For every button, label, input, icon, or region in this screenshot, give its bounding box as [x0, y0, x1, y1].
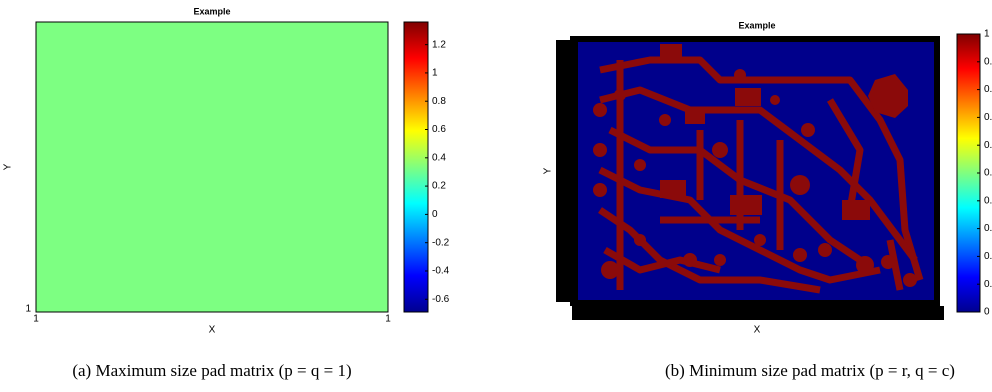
- colorbar: [957, 34, 980, 312]
- caption: (b) Minimum size pad matrix (p = r, q = …: [665, 361, 955, 380]
- colorbar-tick-label: 0: [984, 307, 990, 318]
- x-axis-label: X: [209, 325, 216, 336]
- chart-title: Example: [193, 6, 230, 16]
- colorbar-tick-label: 0: [432, 209, 438, 220]
- colorbar-tick-label: 0.5: [984, 168, 992, 179]
- y-tick-label: 1: [25, 304, 31, 315]
- colorbar-tick-label: -0.6: [432, 294, 450, 305]
- colorbar-tick-label: 0.2: [984, 251, 992, 262]
- x-axis-label: X: [754, 325, 761, 336]
- colorbar-tick-label: -0.4: [432, 266, 450, 277]
- x-tick-label: 1: [385, 314, 391, 325]
- colorbar-tick-label: 0.8: [432, 96, 446, 107]
- colorbar-tick-label: 0.2: [432, 181, 446, 192]
- colorbar-tick-label: 1: [984, 29, 990, 40]
- colorbar-tick-label: 0.7: [984, 112, 992, 123]
- colorbar-tick-label: 0.8: [984, 84, 992, 95]
- colorbar-tick-label: 0.6: [984, 140, 992, 151]
- colorbar-tick-label: 0.9: [984, 56, 992, 67]
- colorbar-tick-label: 1: [432, 68, 438, 79]
- y-axis-label: Y: [3, 163, 14, 170]
- colorbar-tick-label: 1.2: [432, 39, 446, 50]
- figure: ExampleXY111-0.6-0.4-0.200.20.40.60.811.…: [0, 0, 992, 392]
- colorbar-tick-label: 0.4: [984, 195, 992, 206]
- chart-title: Example: [738, 20, 775, 30]
- colorbar: [404, 22, 428, 312]
- colorbar-tick-label: 0.4: [432, 152, 446, 163]
- caption: (a) Maximum size pad matrix (p = q = 1): [72, 361, 351, 380]
- y-axis-label: Y: [543, 167, 554, 174]
- colorbar-tick-label: 0.3: [984, 223, 992, 234]
- x-tick-label: 1: [33, 314, 39, 325]
- colorbar-tick-label: 0.6: [432, 124, 446, 135]
- pcb-image: [556, 36, 944, 320]
- colorbar-tick-label: -0.2: [432, 237, 450, 248]
- heatmap-cell: [36, 22, 388, 312]
- colorbar-tick-label: 0.1: [984, 279, 992, 290]
